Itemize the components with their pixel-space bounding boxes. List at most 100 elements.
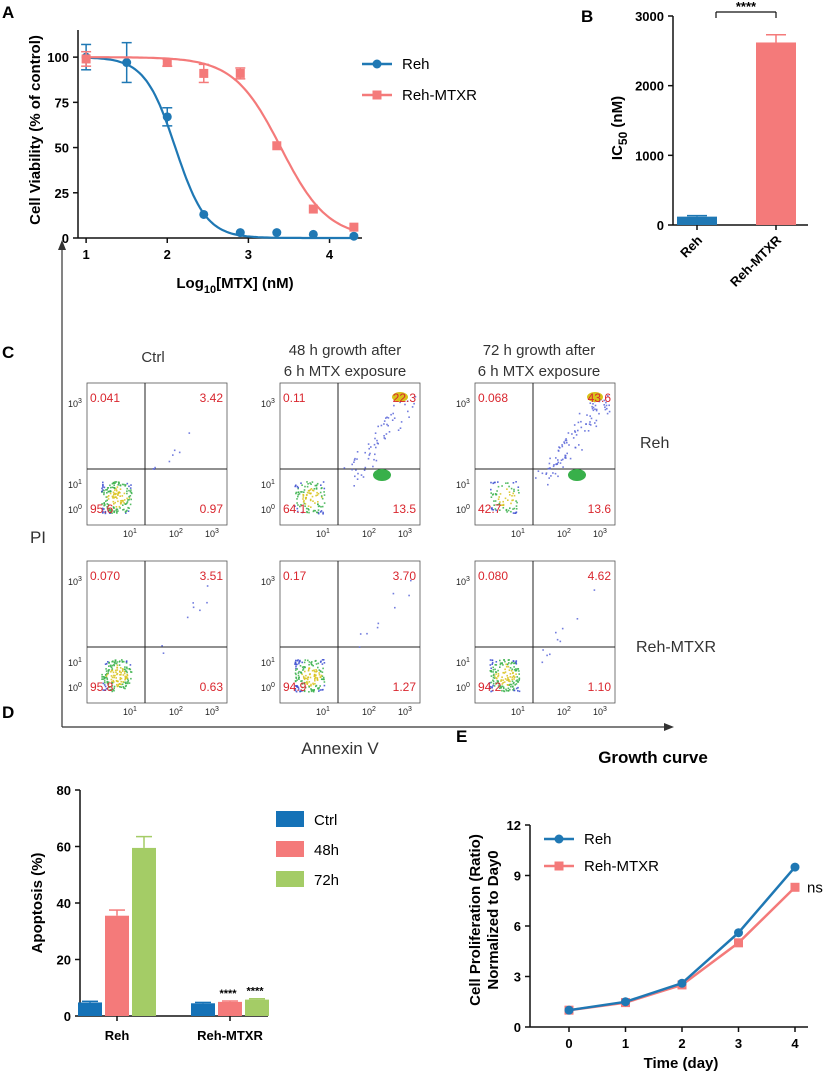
flow-event-dot	[111, 512, 113, 514]
flow-event-dot	[370, 446, 372, 448]
flow-event-dot	[113, 507, 115, 509]
flow-event-dot	[123, 670, 126, 673]
flow-event-dot	[505, 508, 508, 511]
flow-event-dot	[554, 472, 557, 475]
flow-event-dot	[317, 501, 319, 503]
flow-event-dot	[587, 430, 590, 432]
flow-event-dot	[321, 497, 324, 500]
flow-row-label-reh: Reh	[640, 435, 669, 452]
flow-event-dot	[102, 489, 104, 491]
flow-event-dot	[507, 690, 510, 692]
flow-x-tick-label: 103	[398, 528, 412, 539]
panel-d-ytick-label: 40	[57, 896, 71, 911]
flow-event-dot	[107, 683, 110, 686]
flow-y-tick-label: 103	[68, 576, 82, 587]
flow-event-dot	[511, 495, 513, 497]
flow-event-dot	[301, 673, 303, 676]
flow-event-dot	[102, 481, 104, 484]
flow-event-dot	[494, 493, 497, 495]
flow-event-dot	[101, 676, 103, 678]
flow-event-dot	[128, 498, 130, 501]
flow-event-dot	[199, 609, 201, 612]
flow-event-dot	[123, 492, 126, 495]
flow-quadrant-lower-right: 1.27	[393, 680, 417, 694]
flow-event-dot	[103, 680, 106, 682]
legend-reh-label: Reh	[402, 56, 430, 73]
flow-event-dot	[498, 496, 500, 498]
flow-event-dot	[515, 687, 518, 690]
flow-event-dot	[313, 509, 315, 512]
legend-reh-marker	[372, 59, 382, 69]
panel-a-ytick-label: 0	[62, 231, 69, 246]
flow-event-dot	[315, 494, 317, 497]
flow-event-dot	[566, 441, 568, 444]
flow-plot-r1-c1: 0.041 3.42 95.6 0.97 100 101 103 101 102 103	[68, 382, 228, 539]
flow-event-dot	[303, 677, 305, 679]
flow-event-dot	[125, 670, 128, 672]
flow-x-tick-label: 103	[205, 706, 219, 717]
flow-event-dot	[516, 501, 518, 504]
flow-event-dot	[508, 684, 510, 686]
flow-event-dot	[541, 472, 544, 475]
flow-event-dot	[101, 678, 103, 680]
flow-event-dot	[515, 663, 518, 665]
flow-event-dot	[118, 683, 121, 685]
flow-x-tick-label: 102	[169, 706, 183, 717]
flow-event-dot	[608, 410, 611, 413]
flow-event-dot	[118, 491, 120, 493]
flow-event-dot	[107, 670, 110, 673]
flow-event-dot	[124, 485, 126, 487]
flow-event-dot	[322, 667, 324, 670]
flow-event-dot	[494, 500, 497, 502]
flow-event-dot	[116, 680, 118, 682]
flow-event-dot	[320, 674, 323, 677]
flow-event-dot	[515, 511, 518, 513]
flow-event-dot	[313, 673, 316, 676]
flow-event-dot	[561, 445, 564, 448]
flow-event-dot	[120, 686, 123, 688]
flow-x-tick-label: 101	[316, 706, 330, 717]
flow-event-dot	[552, 465, 555, 468]
flow-event-dot	[128, 682, 131, 684]
flow-event-dot	[598, 412, 600, 415]
flow-event-dot	[574, 431, 577, 433]
flow-event-dot	[105, 670, 108, 672]
flow-event-dot	[500, 687, 502, 689]
flow-event-dot	[367, 443, 370, 445]
flow-event-dot	[490, 667, 492, 670]
flow-event-dot	[368, 447, 370, 450]
flow-event-dot	[499, 509, 501, 511]
flow-event-dot	[606, 412, 609, 415]
flow-event-dot	[492, 669, 495, 671]
flow-event-dot	[518, 492, 520, 494]
flow-event-dot	[360, 474, 363, 476]
flow-event-dot	[307, 678, 309, 681]
flow-event-dot	[304, 485, 306, 488]
flow-event-dot	[119, 488, 122, 490]
flow-event-dot	[116, 512, 118, 514]
flow-event-dot	[122, 504, 124, 506]
flow-event-dot	[492, 671, 494, 673]
flow-quadrant-upper-right: 22.3	[393, 391, 417, 405]
flow-event-dot	[502, 686, 505, 689]
flow-event-dot	[152, 468, 155, 470]
flow-event-dot	[320, 506, 322, 508]
flow-event-dot	[102, 676, 105, 678]
flow-event-dot	[514, 512, 516, 514]
flow-y-tick-label: 100	[456, 504, 470, 515]
panel-letter-a: A	[2, 3, 14, 22]
flow-event-dot	[118, 482, 120, 485]
flow-event-dot	[578, 412, 581, 415]
flow-event-dot	[322, 676, 325, 679]
flow-event-dot	[390, 413, 392, 416]
flow-event-dot	[314, 484, 317, 487]
flow-event-dot	[319, 511, 322, 513]
flow-event-dot	[127, 681, 129, 683]
flow-event-dot	[120, 503, 122, 505]
panel-a-xtick-label: 3	[245, 247, 252, 262]
flow-event-dot	[306, 481, 308, 483]
flow-event-dot	[309, 499, 312, 502]
flow-event-dot	[101, 487, 103, 490]
flow-event-dot	[308, 685, 310, 687]
flow-y-tick-label: 103	[261, 576, 275, 587]
